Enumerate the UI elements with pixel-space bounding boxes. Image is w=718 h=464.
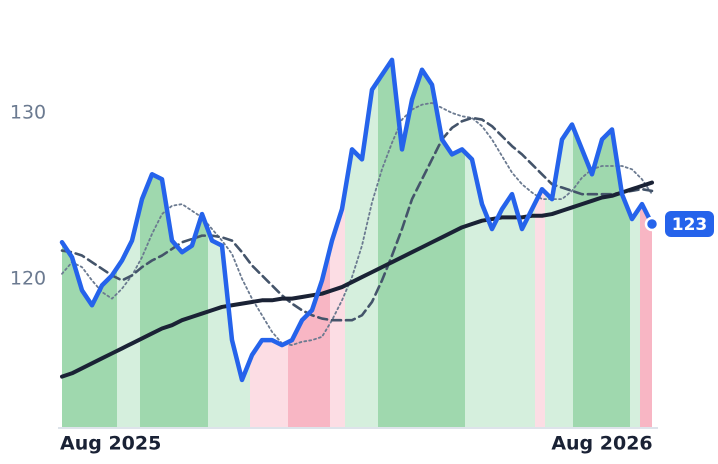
region <box>378 59 465 428</box>
x-tick-label: Aug 2026 <box>551 433 652 455</box>
y-tick-label: 130 <box>10 101 46 123</box>
x-tick-label: Aug 2025 <box>60 433 161 455</box>
region <box>573 127 630 428</box>
region <box>630 207 640 428</box>
region <box>117 207 140 428</box>
region <box>250 340 288 428</box>
last-point <box>644 216 660 232</box>
region <box>140 174 208 428</box>
region <box>535 189 545 428</box>
region <box>345 80 378 429</box>
region <box>640 204 652 428</box>
region <box>465 152 535 428</box>
series-line <box>60 180 654 379</box>
series-line <box>59 57 655 383</box>
y-tick-label: 120 <box>10 267 46 289</box>
value-label: 123 <box>672 215 708 235</box>
value-badge <box>665 211 714 238</box>
region <box>62 242 117 428</box>
